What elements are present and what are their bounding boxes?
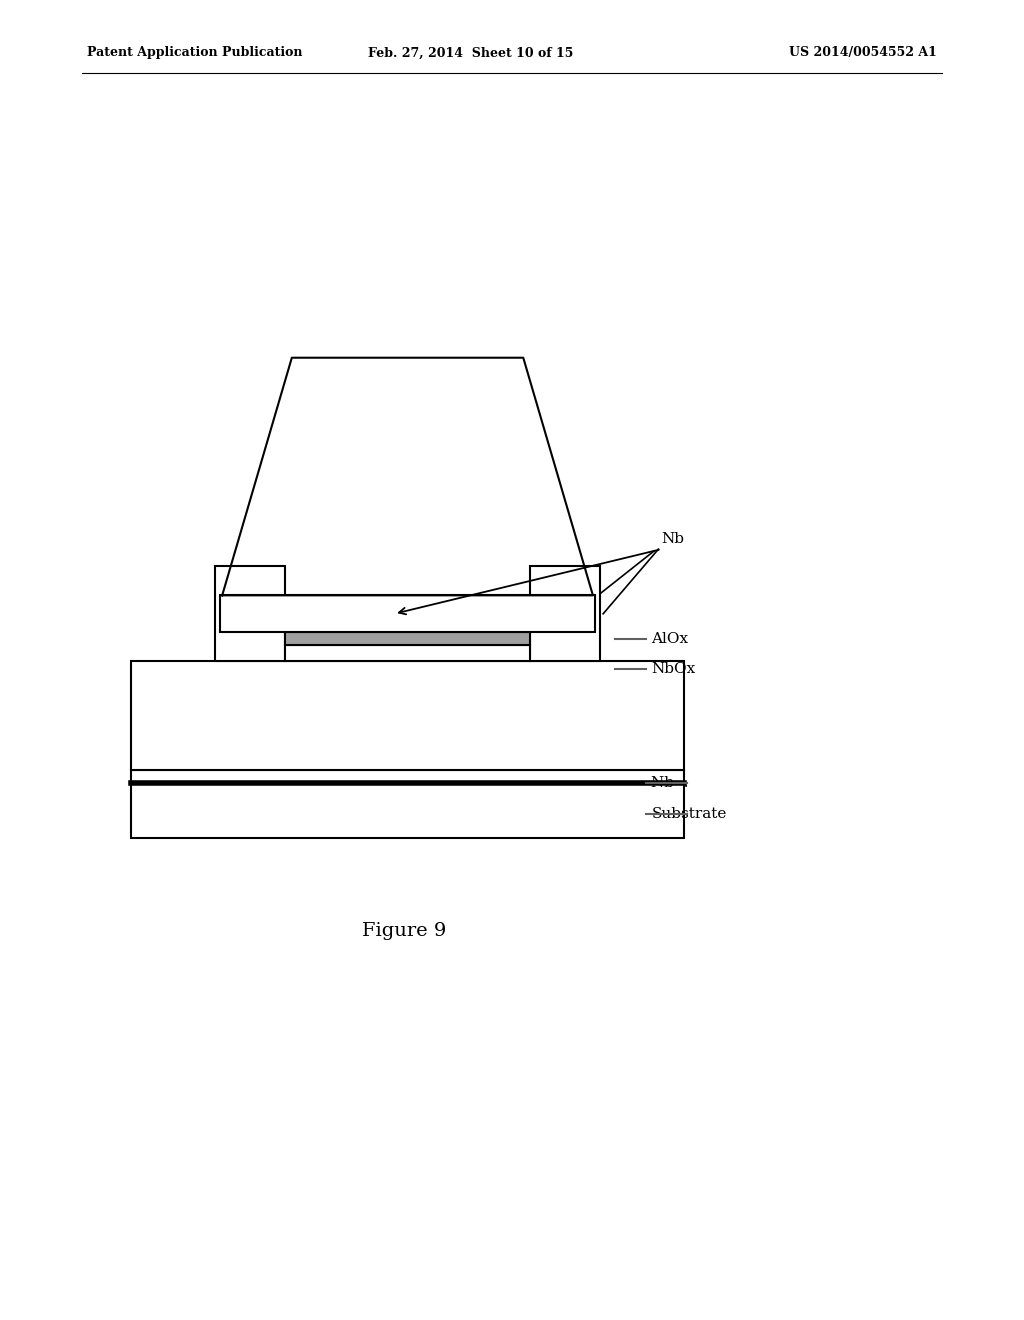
Bar [285, 632, 530, 645]
Text: Nb: Nb [662, 532, 684, 546]
Bar [285, 645, 530, 661]
Text: Substrate: Substrate [651, 807, 727, 821]
Text: US 2014/0054552 A1: US 2014/0054552 A1 [790, 46, 937, 59]
Bar [131, 770, 684, 838]
Text: Figure 9: Figure 9 [362, 921, 446, 940]
Bar [220, 595, 595, 632]
Bar [215, 566, 285, 661]
Text: Feb. 27, 2014  Sheet 10 of 15: Feb. 27, 2014 Sheet 10 of 15 [369, 46, 573, 59]
Bar [530, 566, 600, 661]
Text: AlOx: AlOx [651, 632, 688, 645]
Text: Patent Application Publication: Patent Application Publication [87, 46, 302, 59]
Text: NbOx: NbOx [651, 663, 695, 676]
Text: Nb  .: Nb . [651, 776, 689, 789]
Bar [131, 661, 684, 770]
